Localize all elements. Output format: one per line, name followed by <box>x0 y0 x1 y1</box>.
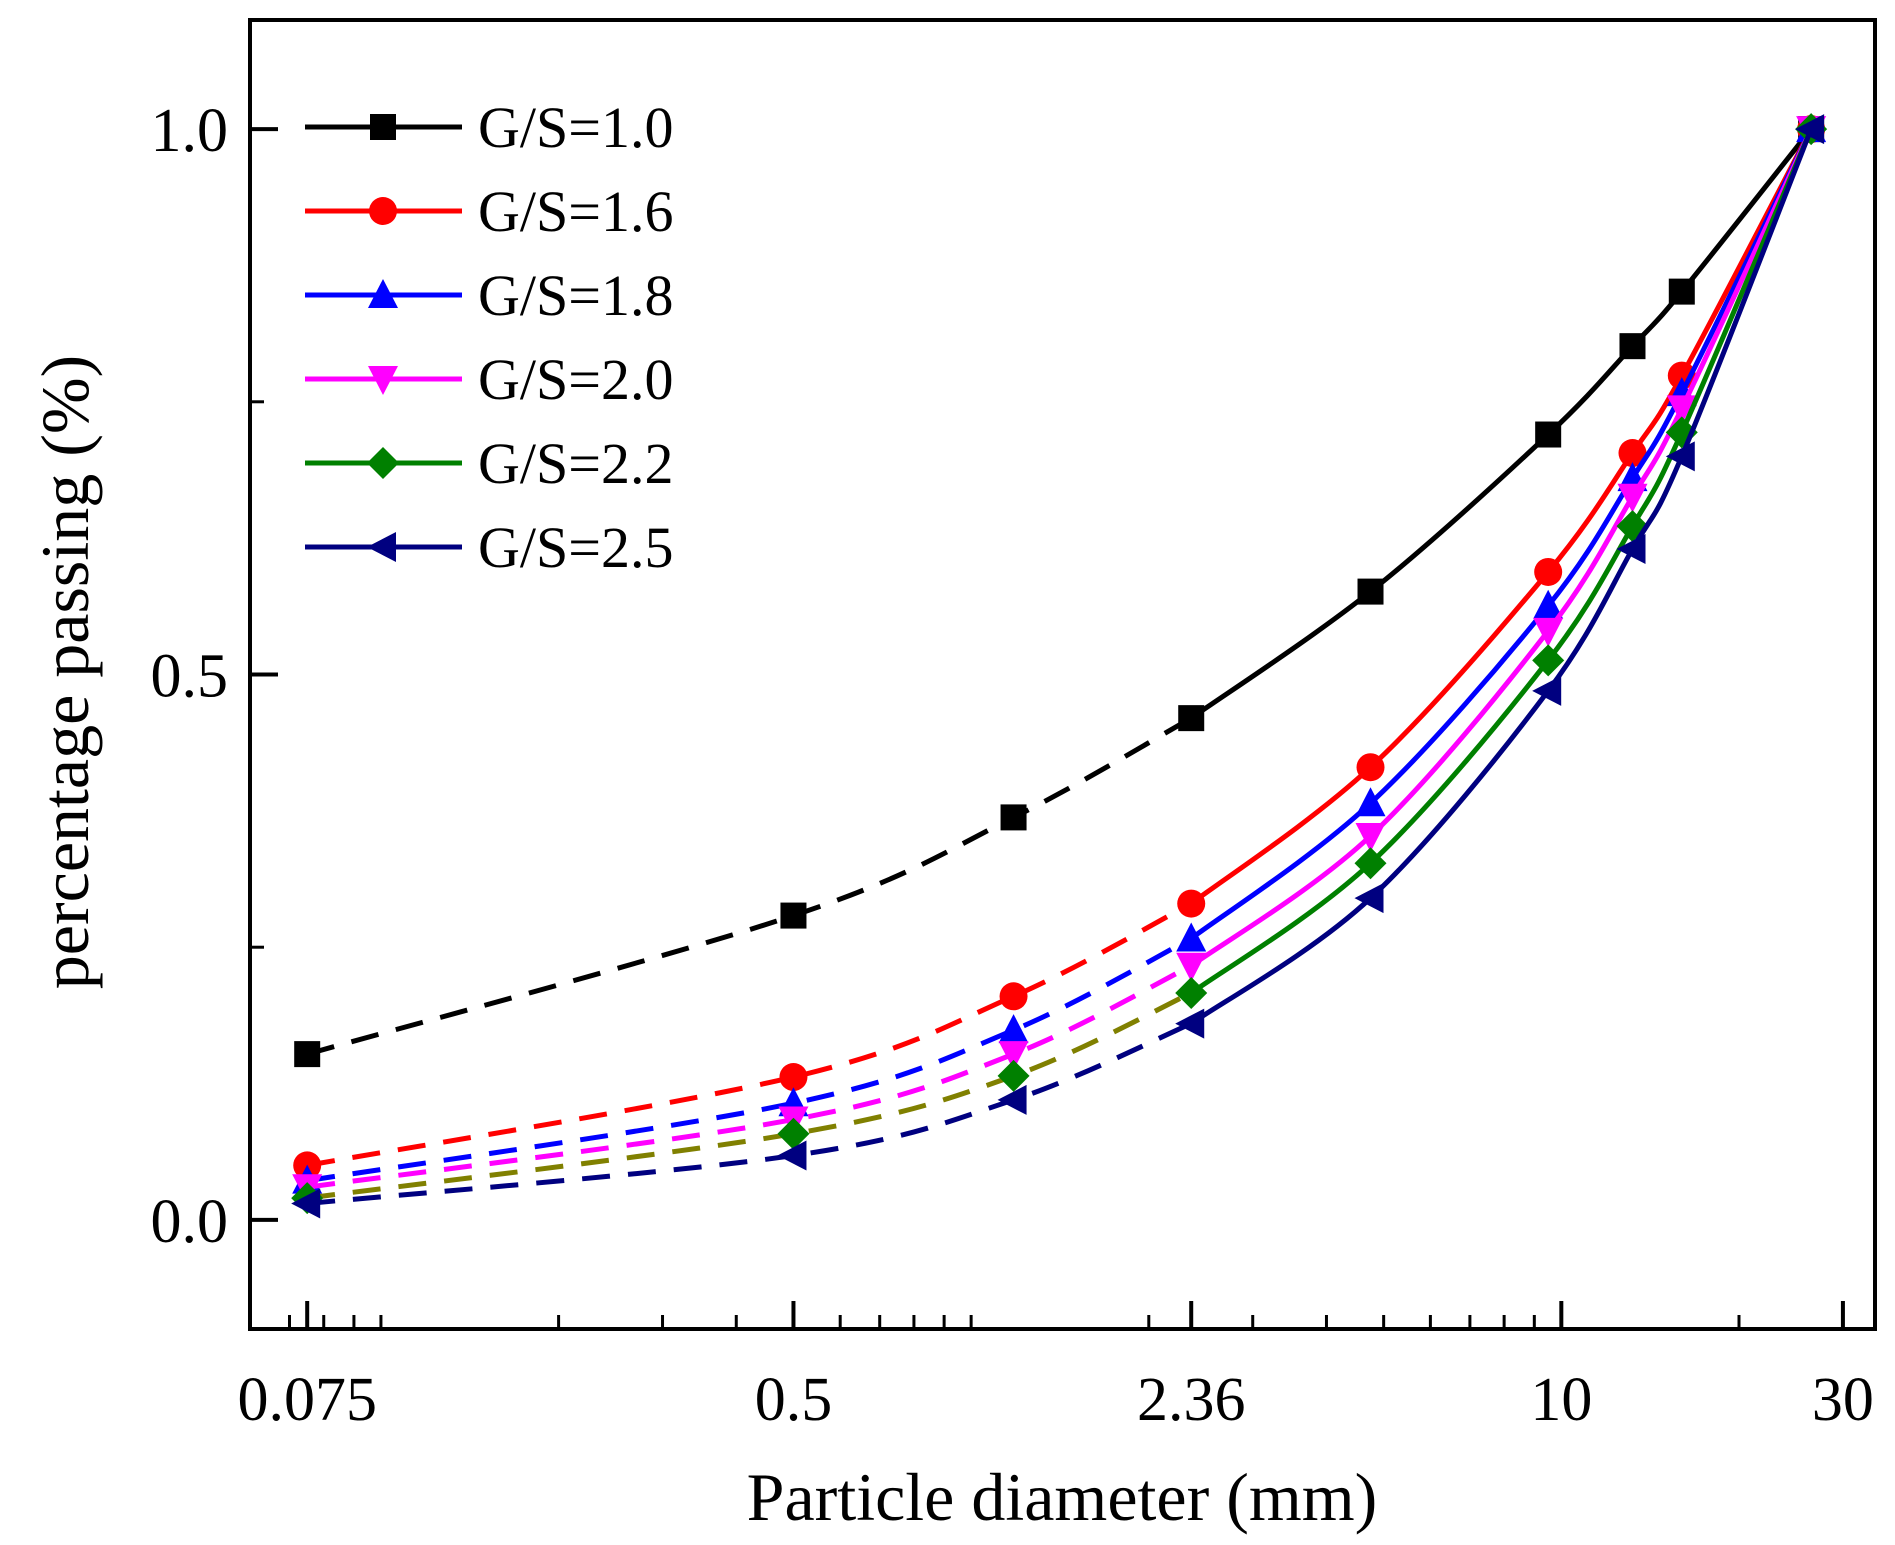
y-tick-label: 1.0 <box>151 97 229 165</box>
legend-label: G/S=1.0 <box>478 95 673 160</box>
legend-label: G/S=2.0 <box>478 347 673 412</box>
data-point <box>291 1188 321 1219</box>
data-point <box>1616 534 1646 565</box>
data-point <box>999 982 1028 1011</box>
series-g-s-2-2 <box>291 113 1828 1215</box>
x-axis-title: Particle diameter (mm) <box>747 1459 1378 1535</box>
series-dashed-line <box>306 715 1193 1057</box>
data-point <box>1668 278 1695 305</box>
legend-entry: G/S=1.0 <box>305 95 673 160</box>
series-solid-line <box>1189 128 1814 968</box>
x-tick-label: 2.36 <box>1137 1366 1246 1434</box>
data-point <box>1176 952 1207 982</box>
data-point <box>1795 114 1825 145</box>
legend-label: G/S=2.2 <box>478 431 673 496</box>
data-point <box>997 1059 1030 1092</box>
data-point <box>1534 557 1563 586</box>
series-solid-line <box>1189 127 1814 906</box>
series-g-s-2-5 <box>291 114 1825 1219</box>
data-point <box>1354 847 1387 880</box>
data-point <box>1354 883 1384 914</box>
data-point <box>1176 922 1207 952</box>
data-point <box>1617 483 1648 513</box>
series-g-s-1-6 <box>293 115 1826 1180</box>
x-tick-label: 10 <box>1530 1366 1592 1434</box>
series-dashed-line <box>306 901 1193 1168</box>
legend-label: G/S=1.6 <box>478 179 673 244</box>
x-tick-label: 0.5 <box>755 1366 833 1434</box>
data-point <box>294 1041 321 1068</box>
series-dashed-line <box>306 936 1193 1184</box>
legend-entry: G/S=2.0 <box>305 347 673 412</box>
x-tick-label: 30 <box>1812 1366 1874 1434</box>
legend-marker <box>367 532 396 562</box>
legend: G/S=1.0 G/S=1.6 G/S=1.8 G/S=2.0 G/S=2.2 G/S=2… <box>305 95 673 580</box>
data-point <box>1355 822 1386 852</box>
legend-marker <box>369 197 397 225</box>
series-solid-line <box>1189 128 1814 1026</box>
data-point <box>1357 578 1384 605</box>
data-point <box>1619 333 1646 360</box>
legend-label: G/S=1.8 <box>478 263 673 328</box>
legend-marker <box>368 279 398 308</box>
legend-entry: G/S=2.5 <box>305 515 673 580</box>
legend-entry: G/S=1.6 <box>305 179 673 244</box>
legend-entry: G/S=2.2 <box>305 431 673 496</box>
data-point <box>1665 441 1695 472</box>
y-tick-label: 0.5 <box>151 643 229 711</box>
legend-label: G/S=2.5 <box>478 515 673 580</box>
data-point <box>1175 1008 1205 1039</box>
series-layer <box>291 113 1828 1219</box>
data-point <box>779 1063 808 1092</box>
legend-entry: G/S=1.8 <box>305 263 673 328</box>
data-point <box>1175 977 1208 1010</box>
legend-marker <box>367 447 399 479</box>
data-point <box>777 1140 807 1171</box>
data-point <box>1177 889 1206 918</box>
legend-marker <box>370 114 396 140</box>
series-solid-line <box>1189 127 1814 721</box>
series-solid-line <box>1189 128 1814 996</box>
y-axis-ticks: 0.0 0.5 1.0 <box>151 97 278 1256</box>
data-point <box>1532 644 1565 677</box>
data-point <box>1532 675 1562 706</box>
series-dashed-line <box>306 1021 1193 1207</box>
data-point <box>1533 617 1564 647</box>
data-point <box>998 1014 1029 1044</box>
data-point <box>1535 421 1562 448</box>
x-tick-label: 0.075 <box>237 1366 377 1434</box>
data-point <box>1355 787 1386 817</box>
series-g-s-1-0 <box>294 116 1825 1068</box>
data-point <box>1533 589 1564 619</box>
data-point <box>1000 804 1027 831</box>
legend-marker <box>368 366 398 395</box>
data-point <box>998 1041 1029 1071</box>
data-point <box>1618 439 1647 468</box>
y-tick-label: 0.0 <box>151 1188 229 1256</box>
data-point <box>1666 395 1697 425</box>
x-axis-ticks: 0.075 0.5 2.36 10 30 <box>237 1301 1874 1434</box>
data-point <box>1178 705 1205 732</box>
data-point <box>1356 753 1385 782</box>
series-solid-line <box>1189 127 1814 941</box>
data-point <box>997 1084 1027 1115</box>
y-axis-title: percentage passing (%) <box>27 355 103 989</box>
data-point <box>777 1117 810 1150</box>
series-dashed-line <box>306 963 1193 1190</box>
data-point <box>780 902 807 929</box>
series-dashed-line <box>306 990 1193 1201</box>
